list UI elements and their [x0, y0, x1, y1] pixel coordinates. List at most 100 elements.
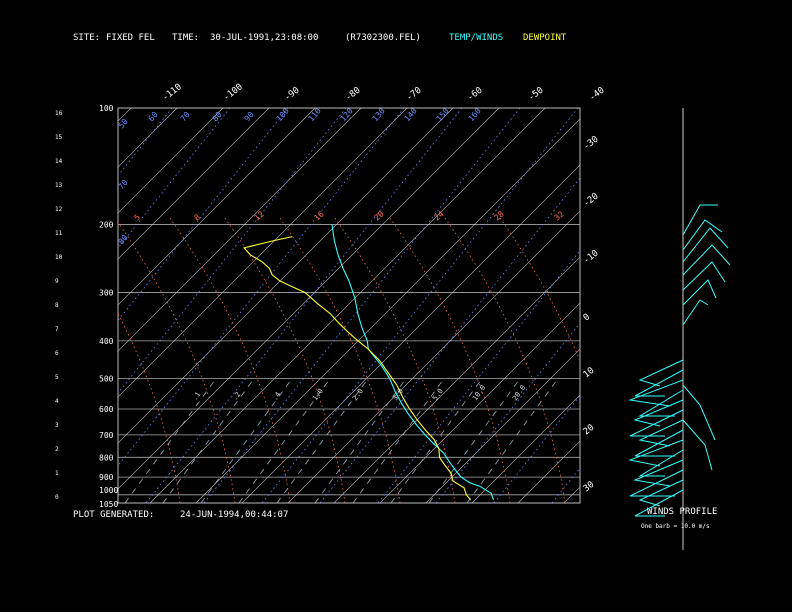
isotherm-top-label: -50	[527, 85, 546, 103]
dry-adiabat-label: 110	[307, 106, 323, 123]
dry-adiabat	[377, 249, 580, 503]
temperature-line	[331, 224, 495, 501]
pressure-label: 700	[99, 431, 114, 440]
moist-adiabat-label: 28	[493, 209, 506, 222]
mixing-ratio-line	[124, 379, 216, 503]
pressure-label: 300	[99, 289, 114, 298]
pressure-label: 900	[99, 473, 114, 482]
mixing-ratio-label: 10.0	[471, 384, 487, 402]
dry-adiabat	[118, 108, 173, 177]
isotherm-top-label: -90	[283, 85, 302, 103]
moist-adiabat	[118, 221, 236, 503]
moist-adiabat	[334, 217, 456, 503]
mixing-ratio-line	[352, 379, 444, 503]
wind-barb	[628, 379, 684, 407]
mixing-ratio-line	[466, 379, 558, 503]
dry-adiabat-label: 90	[243, 110, 256, 123]
dewpoint-line	[243, 236, 472, 501]
dry-adiabat-label: 50	[117, 117, 130, 130]
wind-barb	[682, 279, 717, 306]
height-km-label: 12	[55, 206, 63, 213]
wind-barb	[682, 227, 729, 263]
dry-adiabat	[0, 108, 56, 503]
time-label: TIME:	[172, 33, 200, 43]
pressure-label: 800	[99, 453, 114, 462]
isotherm-line	[287, 210, 580, 503]
isotherm-line	[333, 256, 580, 503]
isotherm-top-label: -110	[161, 82, 184, 103]
isotherm-line	[517, 440, 580, 503]
pressure-label: 200	[99, 220, 114, 229]
dry-adiabat-label: 80	[117, 233, 130, 246]
dry-adiabat-label: 80	[211, 110, 224, 123]
wind-barb	[638, 479, 684, 507]
isotherm-line	[471, 394, 580, 503]
height-km-label: 3	[55, 422, 59, 429]
isotherm-line	[118, 108, 454, 444]
wind-barb	[682, 299, 709, 326]
isotherm-line	[118, 108, 224, 214]
isotherm-line	[118, 108, 362, 352]
height-km-label: 14	[55, 158, 63, 165]
pressure-label: 400	[99, 337, 114, 346]
pressure-label: 100	[99, 104, 114, 113]
height-km-label: 1	[55, 470, 59, 477]
wind-barb	[682, 419, 713, 471]
height-km-label: 15	[55, 134, 63, 141]
temp-legend: TEMP/WINDS	[449, 33, 504, 43]
isotherm-right-label: -10	[582, 248, 601, 266]
moist-adiabat-label: 32	[553, 209, 566, 222]
isotherm-line	[379, 302, 580, 503]
dry-adiabat	[145, 108, 463, 503]
mixing-ratio-line	[162, 379, 254, 503]
dry-adiabat-label: 120	[339, 106, 355, 123]
isotherm-line	[118, 108, 270, 260]
time-value: 30-JUL-1991,23:08:00	[210, 33, 319, 43]
isotherm-top-label: -100	[222, 82, 245, 103]
isotherm-line	[118, 108, 408, 398]
mixing-ratio-line	[314, 379, 406, 503]
isotherm-line	[118, 108, 500, 490]
winds-profile-title: WINDS PROFILE	[647, 507, 718, 517]
mixing-ratio-label: 20.0	[511, 384, 527, 402]
moist-adiabat-label: 5	[133, 212, 143, 222]
dry-adiabat	[118, 108, 231, 249]
mixing-ratio-line	[390, 379, 482, 503]
wind-barb	[682, 261, 726, 291]
dewpoint-legend: DEWPOINT	[523, 33, 567, 43]
site-label: SITE:	[73, 33, 101, 43]
pressure-label: 1050	[99, 500, 118, 509]
dry-adiabat	[118, 108, 347, 394]
wind-barb	[634, 369, 684, 397]
dry-adiabat	[118, 108, 289, 322]
isotherm-line	[0, 108, 39, 503]
mixing-ratio-line	[276, 379, 368, 503]
dry-adiabat-label: 60	[147, 110, 160, 123]
dry-adiabat	[203, 108, 521, 503]
mixing-ratio-line	[238, 379, 330, 503]
height-km-label: 5	[55, 374, 59, 381]
isotherm-top-label: -40	[588, 85, 607, 103]
moist-adiabat	[444, 217, 566, 503]
wind-barb	[682, 244, 731, 276]
plot-frame	[117, 107, 581, 504]
isotherm-line	[149, 108, 546, 503]
mixing-ratio-line	[200, 379, 292, 503]
moist-adiabat-label: 16	[313, 209, 326, 222]
wind-barb	[682, 384, 716, 441]
isotherm-line	[118, 108, 132, 122]
isotherm-line	[195, 118, 580, 503]
isotherm-line	[610, 108, 792, 503]
wind-barb	[638, 449, 684, 477]
moist-adiabat	[169, 217, 291, 503]
isotherm-right-label: 30	[582, 480, 597, 495]
mixing-ratio-line	[428, 379, 520, 503]
dry-adiabat	[493, 394, 580, 503]
isotherm-top-label: -80	[344, 85, 363, 103]
dry-adiabat-label: 70	[117, 178, 130, 191]
mixing-ratio-label: 1.0	[311, 387, 325, 402]
height-km-label: 4	[55, 398, 59, 405]
mixing-ratio-label: .2	[231, 391, 242, 403]
pressure-label: 600	[99, 405, 114, 414]
